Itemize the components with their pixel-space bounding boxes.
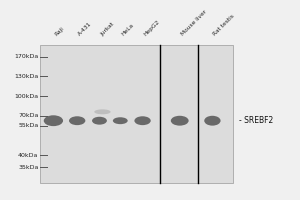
Ellipse shape <box>94 109 111 114</box>
Text: 130kDa: 130kDa <box>14 74 38 79</box>
Ellipse shape <box>171 116 189 126</box>
Text: 40kDa: 40kDa <box>18 153 38 158</box>
Ellipse shape <box>44 115 63 126</box>
Text: HepG2: HepG2 <box>142 19 160 37</box>
Text: Raji: Raji <box>53 26 64 37</box>
Text: A-431: A-431 <box>77 21 93 37</box>
Text: Jurkat: Jurkat <box>100 21 115 37</box>
Ellipse shape <box>134 116 151 125</box>
Text: 55kDa: 55kDa <box>18 123 38 128</box>
FancyBboxPatch shape <box>40 45 233 183</box>
Text: 170kDa: 170kDa <box>14 54 38 59</box>
Text: - SREBF2: - SREBF2 <box>239 116 273 125</box>
Text: 100kDa: 100kDa <box>14 94 38 99</box>
Ellipse shape <box>113 117 128 124</box>
Text: 35kDa: 35kDa <box>18 165 38 170</box>
Text: Mouse liver: Mouse liver <box>180 9 207 37</box>
Text: 70kDa: 70kDa <box>18 113 38 118</box>
Text: HeLa: HeLa <box>120 23 134 37</box>
Ellipse shape <box>92 117 107 125</box>
Ellipse shape <box>69 116 85 125</box>
Ellipse shape <box>204 116 220 126</box>
Text: Rat testis: Rat testis <box>212 14 236 37</box>
